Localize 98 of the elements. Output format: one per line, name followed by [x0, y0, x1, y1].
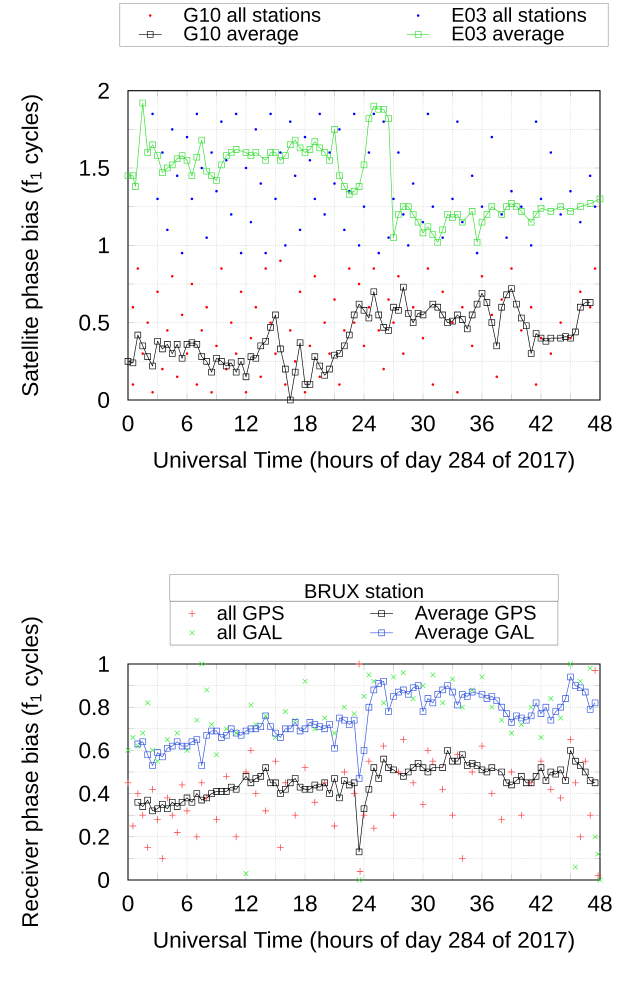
x-tick-label: 48	[588, 895, 612, 912]
point	[312, 726, 318, 732]
point	[282, 708, 288, 714]
legend-label: Average GPS	[414, 606, 536, 624]
x-tick-label: 42	[528, 895, 552, 912]
y-tick-label: 0.2	[79, 828, 109, 845]
y-tick-label: 1.5	[80, 160, 109, 176]
x-tick-label: 18	[294, 415, 317, 432]
point	[420, 682, 426, 688]
y-tick-label: 0.8	[79, 699, 109, 716]
point	[208, 722, 214, 728]
point	[572, 864, 578, 870]
x-tick-label: 0	[122, 895, 134, 912]
y-axis-title: Receiver phase bias (f$_{1}$ cycles)	[22, 617, 43, 926]
point	[125, 748, 131, 754]
point	[243, 870, 249, 876]
point	[518, 722, 524, 728]
point	[140, 730, 146, 736]
point	[144, 700, 150, 706]
x-axis-title: Universal Time (hours of day 284 of 2017)	[154, 451, 574, 472]
point	[410, 696, 416, 702]
y-tick-label: 1	[99, 238, 109, 254]
y-tick-label: 1	[99, 656, 109, 672]
point	[440, 700, 446, 706]
legend-label: E03 all stations	[452, 7, 586, 22]
point	[587, 666, 593, 672]
y-tick-label: 0.5	[79, 314, 109, 331]
point	[164, 736, 170, 742]
point	[351, 710, 357, 716]
x-tick-label: 24	[352, 415, 376, 432]
x-tick-label: 36	[470, 895, 494, 912]
legend-title: BRUX station	[306, 584, 423, 598]
point	[558, 715, 564, 721]
point	[150, 748, 156, 754]
point	[253, 722, 259, 728]
point	[548, 696, 554, 702]
legend-label: G10 all stations	[184, 7, 320, 22]
point	[214, 752, 220, 758]
point	[135, 743, 141, 749]
point	[592, 834, 598, 840]
point	[194, 717, 200, 723]
point	[568, 661, 574, 667]
point	[597, 877, 603, 883]
x-tick-label: 42	[528, 415, 552, 432]
point	[342, 704, 348, 710]
legend-label: E03 average	[452, 26, 564, 45]
y-tick-label: 0	[98, 392, 110, 408]
x-tick-label: 36	[470, 415, 494, 432]
point	[371, 678, 377, 684]
point	[538, 734, 544, 740]
point	[489, 704, 495, 710]
point	[450, 676, 456, 682]
point	[224, 726, 230, 732]
point	[400, 670, 406, 676]
legend-label: Average GAL	[414, 624, 534, 643]
point	[498, 717, 504, 723]
y-tick-label: 2	[98, 82, 109, 99]
point	[479, 674, 485, 680]
point	[508, 730, 514, 736]
point	[322, 715, 328, 721]
legend-label: G10 average	[184, 26, 298, 45]
point	[380, 700, 386, 706]
x-tick-label: 24	[352, 895, 376, 912]
point	[292, 717, 298, 723]
y-tick-label: 0.4	[79, 786, 110, 802]
x-axis-title: Universal Time (hours of day 284 of 2017)	[154, 931, 574, 952]
y-tick-label: 0.6	[79, 742, 109, 758]
point	[302, 678, 308, 684]
point	[430, 672, 436, 678]
point	[595, 851, 601, 857]
x-tick-label: 6	[182, 895, 192, 912]
point	[154, 758, 160, 764]
x-tick-label: 30	[411, 415, 435, 432]
y-tick-label: 0	[98, 872, 110, 888]
legend-label: all GPS	[218, 605, 284, 620]
point	[469, 687, 475, 693]
point	[361, 694, 367, 700]
y-axis-title: Satellite phase bias (f$_{1}$ cycles)	[22, 95, 43, 396]
point	[204, 687, 210, 693]
point	[356, 877, 362, 883]
point	[460, 704, 466, 710]
legend-label: all GAL	[218, 624, 282, 640]
x-tick-label: 30	[411, 895, 435, 912]
point	[174, 730, 180, 736]
point	[332, 730, 338, 736]
point	[366, 672, 372, 678]
x-tick-label: 0	[122, 415, 134, 432]
point	[130, 734, 136, 740]
x-tick-label: 48	[588, 415, 612, 432]
point	[578, 678, 584, 684]
point	[528, 704, 534, 710]
point	[199, 661, 204, 667]
point	[390, 674, 396, 680]
x-tick-label: 6	[182, 415, 192, 432]
point	[248, 702, 254, 708]
x-tick-label: 12	[235, 895, 258, 912]
x-tick-label: 18	[294, 895, 317, 912]
x-tick-label: 12	[235, 415, 258, 432]
